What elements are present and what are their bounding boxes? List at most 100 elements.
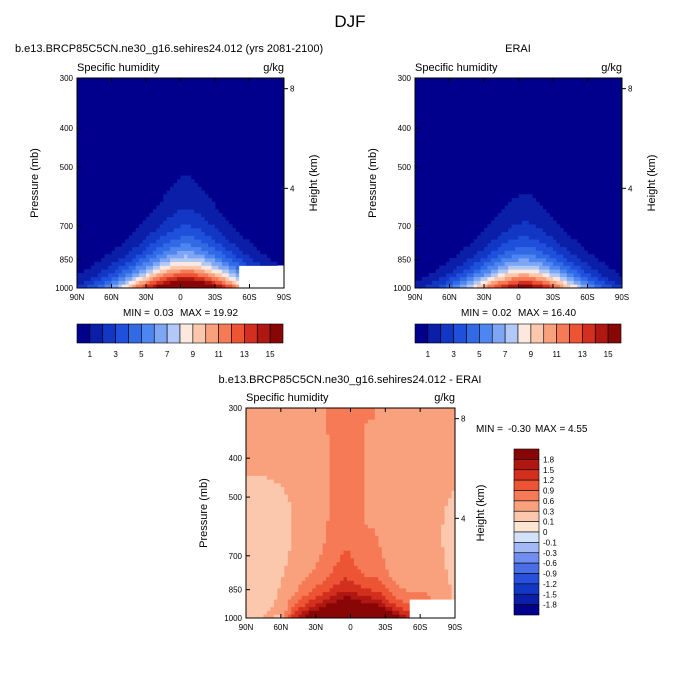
- field-cell: [497, 273, 506, 278]
- field-cell: [406, 614, 411, 619]
- field-cell: [301, 580, 323, 585]
- field-cell: [353, 558, 386, 563]
- field-cell: [139, 273, 147, 278]
- field-cell: [163, 250, 178, 255]
- field-cell: [149, 258, 161, 263]
- field-cell: [108, 273, 119, 278]
- colorbar-box: [556, 323, 570, 344]
- field-cell: [142, 239, 157, 244]
- panel-diff-axes: Pressure (mb) Height (km) 90N 60N 30N 0 30S 6…: [198, 404, 487, 632]
- field-cell: [364, 468, 456, 473]
- field-cell: [315, 561, 337, 566]
- panel-model-field: [77, 175, 285, 289]
- colorbar-box: [607, 323, 622, 344]
- y-tick-label: 400: [60, 124, 74, 133]
- field-cell: [439, 265, 457, 270]
- field-cell: [528, 235, 554, 240]
- field-cell: [563, 261, 575, 266]
- panel-diff-min-label: MIN =: [476, 424, 503, 435]
- field-cell: [340, 554, 351, 559]
- field-cell: [287, 606, 292, 611]
- field-cell: [284, 610, 292, 615]
- field-cell: [132, 276, 136, 281]
- field-cell: [118, 280, 126, 285]
- field-cell: [159, 258, 171, 263]
- field-cell: [149, 243, 164, 248]
- field-cell: [501, 258, 519, 263]
- field-cell: [294, 603, 306, 608]
- field-cell: [315, 603, 327, 608]
- field-cell: [246, 471, 330, 476]
- field-cell: [111, 284, 119, 289]
- colorbar-box: [513, 573, 540, 585]
- field-cell: [246, 528, 292, 533]
- field-cell: [409, 603, 456, 608]
- field-cell: [546, 243, 561, 248]
- field-cell: [298, 584, 317, 589]
- field-cell: [501, 231, 547, 236]
- field-cell: [566, 280, 575, 285]
- field-cell: [601, 284, 612, 289]
- field-cell: [118, 273, 126, 278]
- field-cell: [535, 224, 561, 229]
- field-cell: [291, 531, 327, 536]
- colorbar-label: -0.9: [543, 570, 557, 579]
- field-cell: [364, 449, 456, 454]
- field-cell: [77, 284, 88, 289]
- field-cell: [504, 250, 543, 255]
- field-cell: [477, 250, 492, 255]
- field-cell: [280, 580, 303, 585]
- colorbar-label: 1: [426, 350, 431, 359]
- field-cell: [381, 546, 445, 551]
- field-cell: [518, 284, 533, 289]
- field-cell: [528, 258, 547, 263]
- field-cell: [215, 258, 223, 263]
- x-tick-label: 90S: [615, 293, 629, 302]
- y-right-tick-label: 4: [461, 514, 466, 523]
- panel-erai-axes: Pressure (mb) Height (km) 90N 60N 30N 0 30S 6…: [367, 74, 658, 302]
- field-cell: [235, 265, 240, 270]
- field-cell: [246, 468, 330, 473]
- field-cell: [326, 423, 365, 428]
- field-cell: [444, 505, 456, 510]
- colorbar-label: 5: [477, 350, 482, 359]
- field-cell: [287, 550, 323, 555]
- field-cell: [329, 464, 365, 469]
- field-cell: [221, 269, 230, 274]
- field-cell: [326, 520, 365, 525]
- field-cell: [135, 265, 147, 270]
- field-cell: [201, 228, 219, 233]
- field-cell: [350, 550, 383, 555]
- field-cell: [291, 513, 330, 518]
- colorbar-label: 7: [165, 350, 170, 359]
- colorbar-label: 15: [266, 350, 275, 359]
- colorbar-label: -0.6: [543, 559, 557, 568]
- field-cell: [132, 269, 140, 274]
- field-cell: [566, 258, 581, 263]
- x-tick-label: 60N: [442, 293, 457, 302]
- field-cell: [152, 276, 161, 281]
- field-cell: [246, 554, 289, 559]
- field-cell: [156, 280, 164, 285]
- field-cell: [340, 580, 355, 585]
- field-cell: [142, 276, 150, 281]
- field-cell: [326, 576, 344, 581]
- field-cell: [246, 460, 330, 465]
- field-cell: [329, 486, 365, 491]
- field-cell: [139, 224, 161, 229]
- field-cell: [239, 284, 285, 289]
- field-cell: [518, 258, 530, 263]
- colorbar-label: 0.1: [543, 518, 555, 527]
- field-cell: [451, 591, 456, 596]
- field-cell: [132, 258, 140, 263]
- field-cell: [477, 284, 485, 289]
- field-cell: [197, 273, 209, 278]
- field-cell: [364, 430, 456, 435]
- field-cell: [291, 614, 299, 619]
- field-cell: [357, 591, 383, 596]
- field-cell: [444, 558, 456, 563]
- field-cell: [364, 426, 456, 431]
- field-cell: [284, 490, 330, 495]
- field-cell: [446, 273, 457, 278]
- field-cell: [480, 276, 488, 281]
